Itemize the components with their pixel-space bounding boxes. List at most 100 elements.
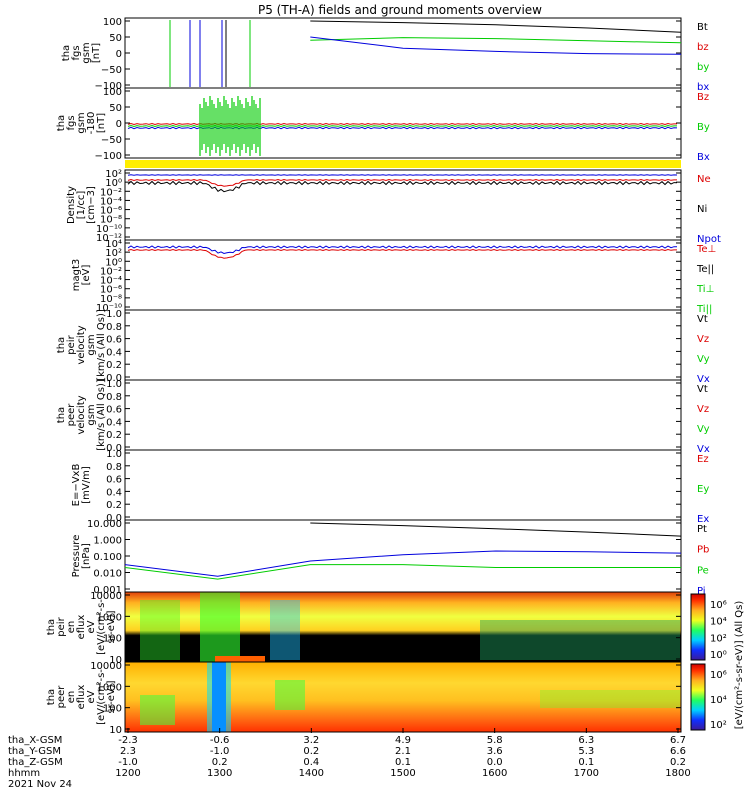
electron-spectrogram — [125, 662, 681, 732]
legend-entry: Vt — [697, 384, 708, 395]
legend-entry: Bz — [697, 92, 709, 103]
panel-frame — [125, 380, 681, 450]
x-tick-label: 0.1 — [395, 757, 411, 768]
x-tick-label: -0.6 — [210, 735, 230, 746]
colorbar-tick-label: 10⁶ — [710, 670, 727, 681]
x-tick-label: -1.0 — [118, 757, 138, 768]
y-tick-label: 1.0 — [106, 449, 122, 460]
y-tick-label: −100 — [95, 151, 122, 162]
x-tick-label: 6.7 — [670, 735, 686, 746]
x-axis-row-label: tha_Y-GSM — [8, 746, 61, 757]
y-axis-label: [eV] — [81, 265, 92, 286]
series-by — [310, 38, 681, 43]
y-tick-label: 50 — [109, 103, 122, 114]
y-axis-label: sr-eV)] — [106, 610, 117, 643]
legend-entry: Bx — [697, 152, 710, 163]
colorbar — [691, 664, 705, 730]
data-quality-bar — [125, 160, 681, 168]
y-tick-label: 0.8 — [106, 322, 122, 333]
y-axis-label: [km/s (All Qs)] — [96, 379, 107, 451]
x-tick-label: 0.0 — [487, 757, 503, 768]
y-tick-label: 0.6 — [106, 335, 122, 346]
panel-frame — [125, 520, 681, 592]
x-tick-label: 3.2 — [303, 735, 319, 746]
x-tick-label: 0.2 — [212, 757, 228, 768]
series-pe — [125, 565, 681, 580]
y-tick-label: 1.0 — [106, 309, 122, 320]
x-axis-row-label: 2021 Nov 24 — [8, 779, 72, 790]
y-tick-label: 0.4 — [106, 487, 122, 498]
x-tick-label: 1200 — [115, 768, 140, 779]
x-tick-label: 0.1 — [578, 757, 594, 768]
legend-entry: Ez — [697, 454, 709, 465]
x-axis-row-label: tha_X-GSM — [8, 735, 62, 746]
series-bx — [310, 37, 681, 54]
legend-entry: Vt — [697, 314, 708, 325]
y-tick-label: 0.100 — [93, 552, 122, 563]
colorbar-tick-label: 10⁴ — [710, 617, 727, 628]
temp-trace-te — [128, 250, 677, 259]
colorbar-tick-label: 10⁶ — [710, 600, 727, 611]
y-tick-label: 0.2 — [106, 360, 122, 371]
legend-entry: Pb — [697, 545, 709, 556]
y-tick-label: −50 — [101, 65, 122, 76]
x-tick-label: 1600 — [482, 768, 507, 779]
x-tick-label: 2.3 — [120, 746, 136, 757]
y-tick-label: 10.000 — [87, 519, 122, 530]
panel-frame — [125, 310, 681, 380]
legend-entry: Pt — [697, 524, 707, 535]
x-tick-label: 6.6 — [670, 746, 686, 757]
legend-entry: Ti⊥ — [696, 284, 714, 295]
ion-spectrogram — [125, 592, 681, 662]
x-tick-label: 1300 — [207, 768, 232, 779]
legend-entry: By — [697, 122, 710, 133]
x-tick-label: 1800 — [665, 768, 690, 779]
y-tick-label: 0.4 — [106, 417, 122, 428]
y-axis-label: [nT] — [91, 43, 102, 63]
colorbar-tick-label: 10⁴ — [710, 695, 727, 706]
colorbar-tick-label: 10² — [710, 633, 727, 644]
legend-entry: Vy — [697, 354, 710, 365]
x-tick-label: 2.1 — [395, 746, 411, 757]
x-tick-label: 5.3 — [578, 746, 594, 757]
y-tick-label: 0.010 — [93, 569, 122, 580]
series-bt — [310, 21, 681, 32]
y-tick-label: −50 — [101, 135, 122, 146]
y-tick-label: 0.8 — [106, 392, 122, 403]
y-axis-label: sr-eV)] — [106, 680, 117, 713]
y-tick-label: 1.0 — [106, 379, 122, 390]
y-tick-label: 100 — [103, 17, 122, 28]
y-tick-label: 0.6 — [106, 475, 122, 486]
legend-entry: Vz — [697, 404, 709, 415]
legend-entry: Ni — [697, 204, 707, 215]
plot-title: P5 (TH-A) fields and ground moments over… — [258, 3, 542, 17]
panel-frame — [125, 240, 681, 310]
series-pt — [310, 523, 681, 536]
y-tick-label: 0.2 — [106, 430, 122, 441]
y-tick-label: 0.6 — [106, 405, 122, 416]
x-axis-row-label: hhmm — [8, 768, 40, 779]
legend-entry: Bt — [697, 22, 708, 33]
x-tick-label: 1400 — [299, 768, 324, 779]
y-tick-label: 100 — [103, 87, 122, 98]
x-tick-label: 4.9 — [395, 735, 411, 746]
x-tick-label: -2.3 — [118, 735, 138, 746]
y-axis-label: [cm−3] — [86, 186, 97, 224]
y-axis-label: [nPa] — [81, 543, 92, 569]
panel-frame — [125, 450, 681, 520]
x-tick-label: 0.2 — [303, 746, 319, 757]
x-tick-label: 6.3 — [578, 735, 594, 746]
panel-frame — [125, 170, 681, 240]
x-tick-label: 5.8 — [487, 735, 503, 746]
legend-entry: Vz — [697, 334, 709, 345]
legend-entry: Vy — [697, 424, 710, 435]
x-tick-label: 3.6 — [487, 746, 503, 757]
legend-entry: by — [697, 62, 709, 73]
x-axis-row-label: tha_Z-GSM — [8, 757, 63, 768]
legend-entry: Ne — [697, 174, 711, 185]
legend-entry: Te⊥ — [696, 244, 716, 255]
